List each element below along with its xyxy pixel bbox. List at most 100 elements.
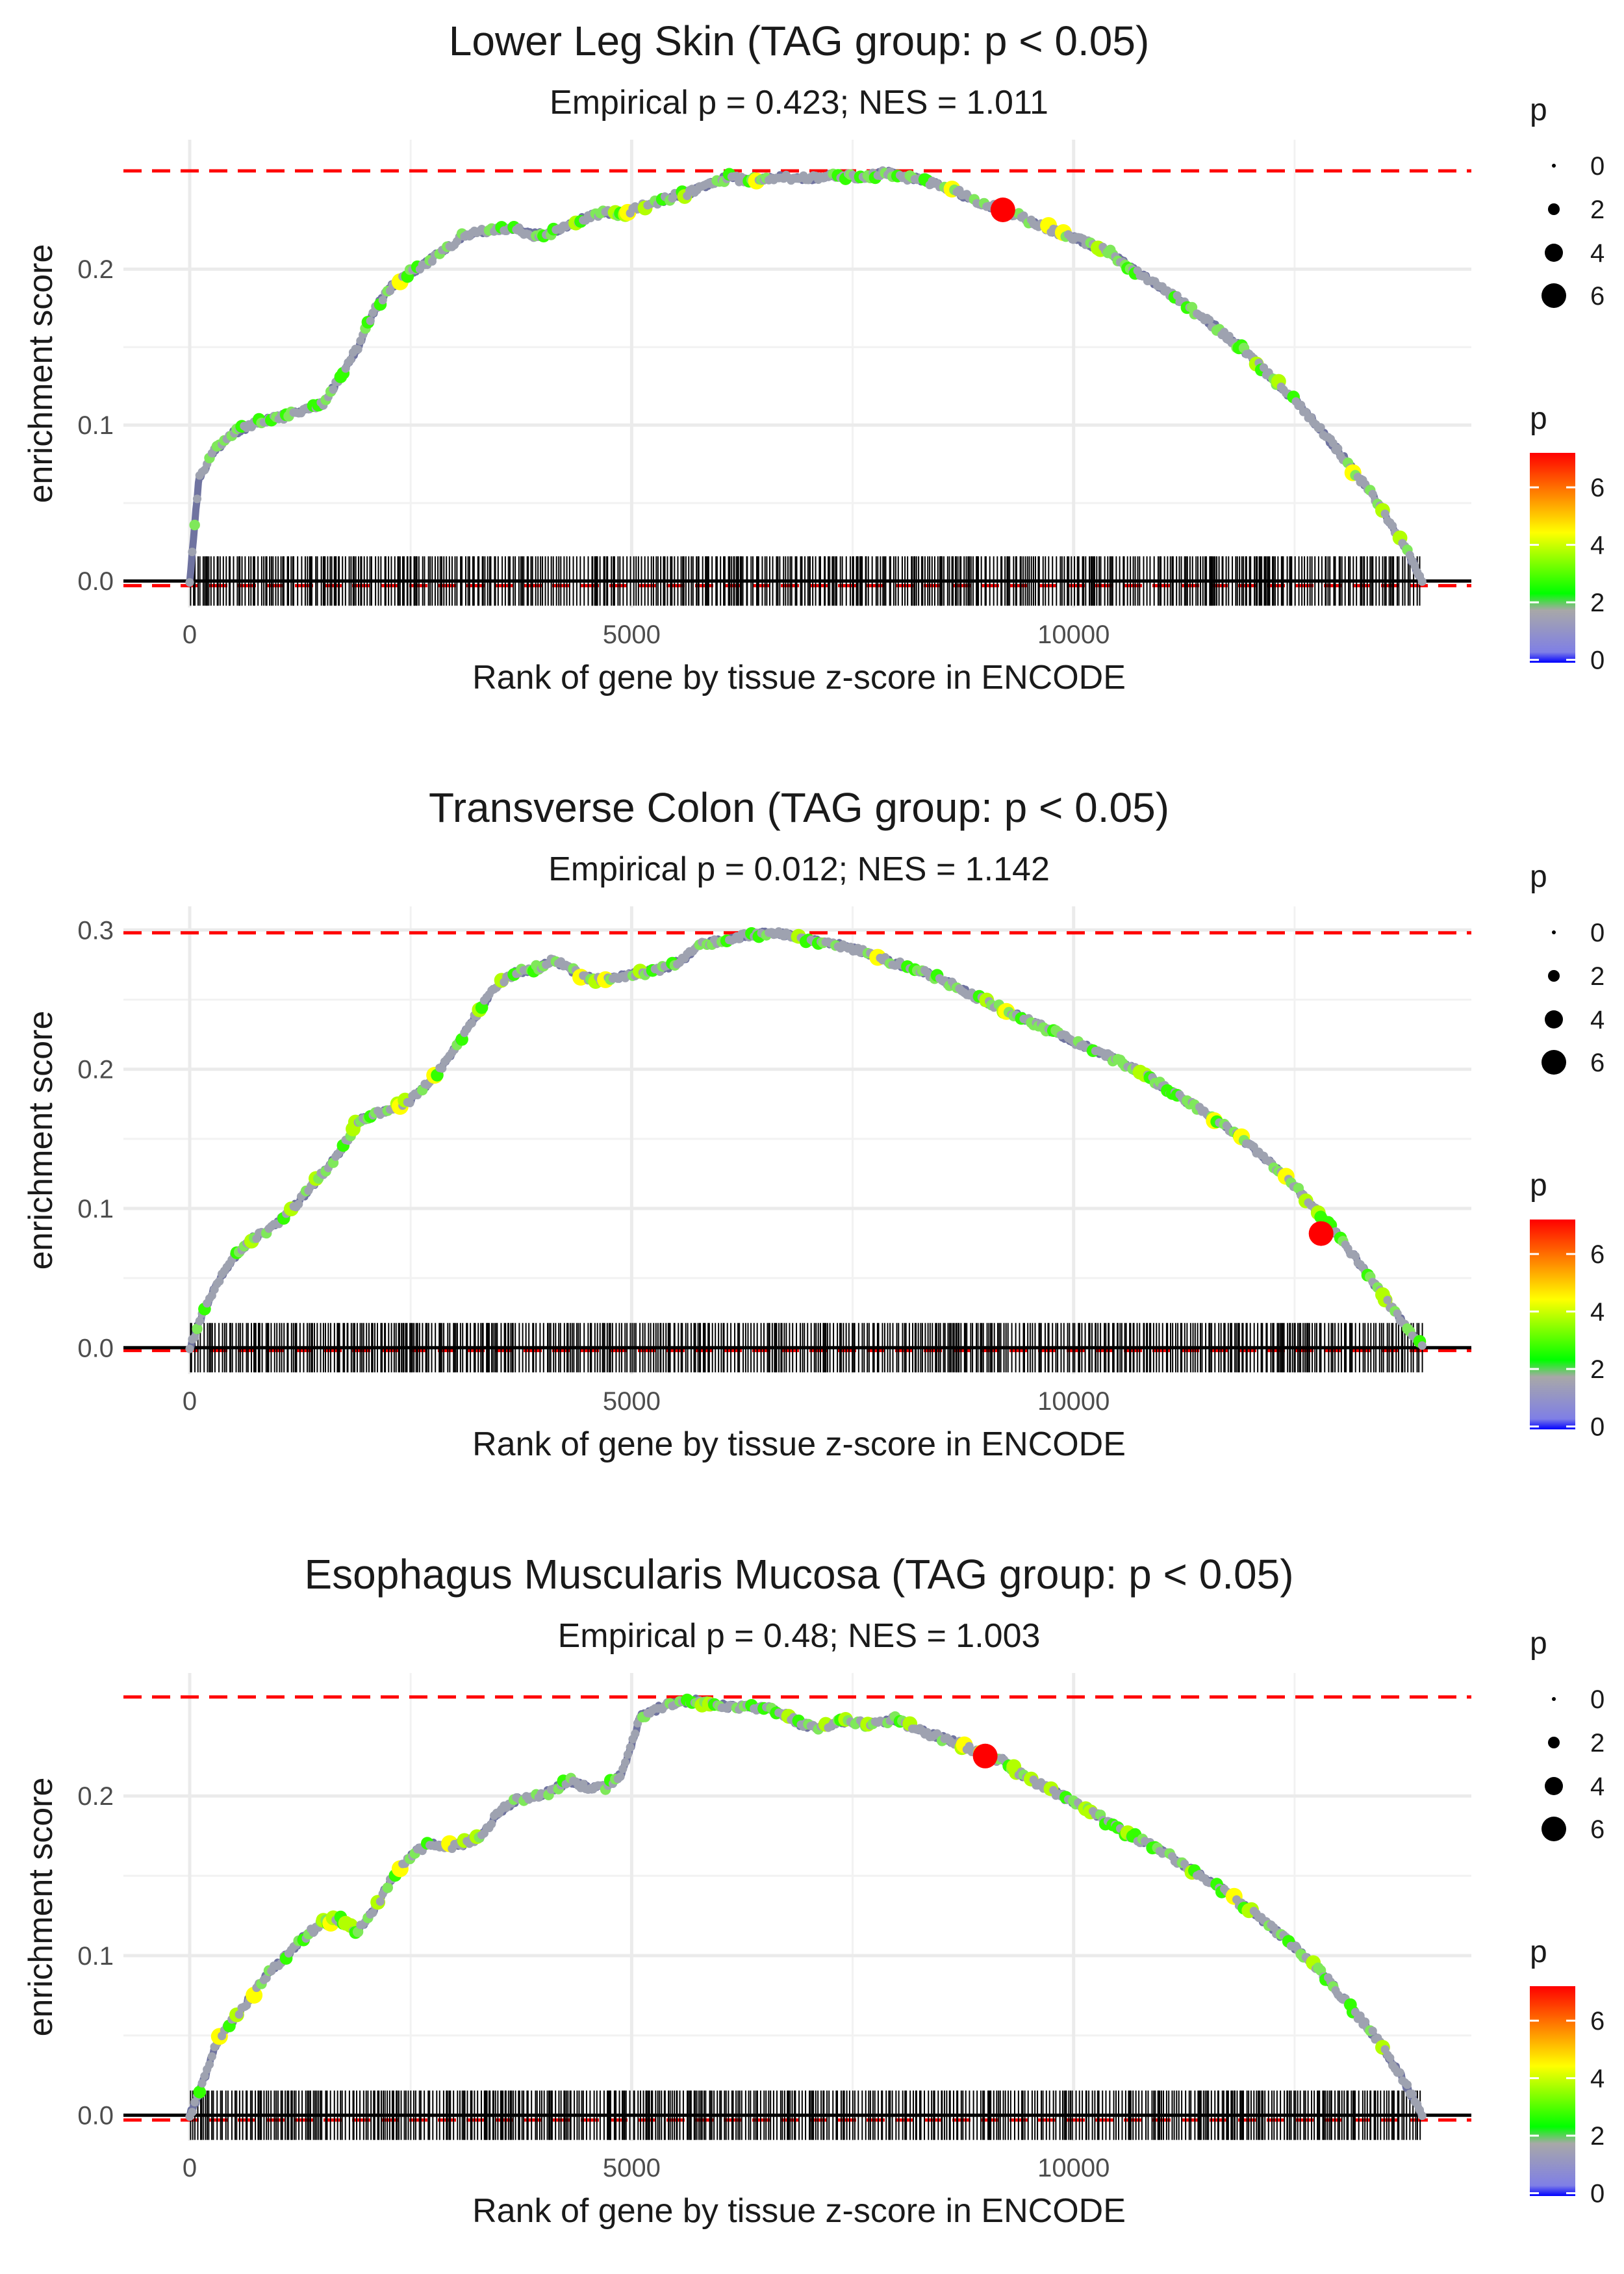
size-legend-dot (1552, 1697, 1556, 1701)
x-tick-label: 10000 (1037, 1387, 1110, 1416)
es-point (185, 578, 194, 587)
color-legend-title: p (1530, 1935, 1547, 1969)
size-legend-dot (1545, 244, 1563, 262)
es-point (1351, 1251, 1360, 1260)
x-tick-label: 0 (183, 620, 197, 649)
color-legend-label: 4 (1590, 2065, 1605, 2093)
y-tick-label: 0.2 (77, 1056, 114, 1084)
color-legend-label: 0 (1590, 646, 1605, 675)
chart-subtitle: Empirical p = 0.423; NES = 1.011 (550, 84, 1048, 121)
es-point (207, 2052, 216, 2061)
y-tick-label: 0.0 (77, 567, 114, 596)
es-point (405, 1099, 414, 1108)
es-point (1408, 2089, 1417, 2099)
chart-title: Lower Leg Skin (TAG group: p < 0.05) (449, 18, 1150, 64)
size-legend-dot (1542, 1817, 1566, 1841)
size-legend-dot (1548, 970, 1560, 982)
size-legend-title: p (1530, 1626, 1547, 1661)
highlight-point (972, 1743, 998, 1769)
es-point (1388, 521, 1397, 530)
size-legend-label: 2 (1590, 962, 1605, 991)
y-axis-label: enrichment score (22, 1778, 60, 2037)
y-tick-label: 0.0 (77, 2102, 114, 2130)
size-legend-label: 0 (1590, 152, 1605, 181)
es-point (1368, 489, 1377, 499)
es-point (631, 1729, 640, 1739)
es-point (378, 296, 387, 305)
es-point (621, 1757, 630, 1767)
es-point (1293, 1182, 1304, 1194)
es-point (1334, 444, 1343, 453)
es-curve-line (186, 166, 1426, 583)
size-legend-dot (1552, 164, 1556, 168)
es-point (188, 547, 197, 557)
es-point (294, 1199, 303, 1208)
es-point (487, 1819, 496, 1828)
es-point (1361, 2017, 1370, 2026)
x-tick-label: 5000 (603, 620, 661, 649)
color-legend-label: 2 (1590, 1355, 1605, 1384)
es-point (623, 1750, 633, 1759)
color-legend-title: p (1530, 402, 1547, 436)
chart-title: Transverse Colon (TAG group: p < 0.05) (429, 784, 1169, 831)
color-legend-label: 6 (1590, 474, 1605, 502)
es-point (1205, 315, 1214, 324)
size-legend-label: 4 (1590, 239, 1605, 268)
es-point (382, 1882, 393, 1893)
color-legend-label: 4 (1590, 1298, 1605, 1327)
size-legend-label: 6 (1590, 1815, 1605, 1844)
es-point (1417, 2111, 1427, 2120)
size-legend-label: 6 (1590, 282, 1605, 311)
es-point (375, 1897, 385, 1906)
chart-panel-2: Transverse Colon (TAG group: p < 0.05) Em… (22, 784, 1605, 1463)
chart-title: Esophagus Muscularis Mucosa (TAG group: … (304, 1551, 1293, 1598)
x-tick-label: 0 (183, 1387, 197, 1416)
x-axis-label: Rank of gene by tissue z-score in ENCODE (472, 2192, 1126, 2230)
color-legend-label: 0 (1590, 2180, 1605, 2208)
size-legend-title: p (1530, 860, 1547, 894)
es-point (235, 2010, 244, 2019)
highlight-point (1308, 1221, 1334, 1246)
es-point (1356, 2011, 1365, 2021)
chart-panel-3: Esophagus Muscularis Mucosa (TAG group: … (22, 1551, 1605, 2230)
es-point (192, 1323, 203, 1335)
y-axis-label: enrichment score (22, 244, 60, 504)
y-tick-label: 0.2 (77, 255, 114, 284)
y-tick-label: 0.1 (77, 1195, 114, 1223)
es-point (1316, 423, 1325, 432)
es-point (197, 2078, 207, 2088)
y-tick-label: 0.2 (77, 1782, 114, 1811)
color-legend-title: p (1530, 1168, 1547, 1203)
x-tick-label: 5000 (603, 2154, 661, 2182)
es-point (200, 2071, 209, 2080)
x-tick-label: 5000 (603, 1387, 661, 1416)
legend-group: p 0 2 4 6 p 0 2 4 6 (1530, 860, 1605, 1442)
size-legend-label: 2 (1590, 196, 1605, 224)
size-legend-title: p (1530, 93, 1547, 127)
y-tick-label: 0.3 (77, 916, 114, 945)
es-point (346, 355, 355, 364)
highlight-point (990, 198, 1015, 222)
es-point (467, 1019, 477, 1028)
es-point (188, 2108, 197, 2117)
es-point (205, 2060, 214, 2069)
size-legend-label: 2 (1590, 1729, 1605, 1757)
colorbar (1530, 1220, 1575, 1429)
size-legend-label: 4 (1590, 1006, 1605, 1034)
legend-group: p 0 2 4 6 p 0 2 4 6 (1530, 93, 1605, 675)
es-point (195, 1316, 204, 1325)
es-curve (185, 1693, 1427, 2121)
size-legend-label: 0 (1590, 919, 1605, 947)
y-tick-label: 0.1 (77, 411, 114, 440)
chart-subtitle: Empirical p = 0.012; NES = 1.142 (548, 850, 1050, 888)
color-legend-label: 2 (1590, 589, 1605, 617)
size-legend-dot (1545, 1777, 1563, 1795)
es-point (1368, 2026, 1377, 2036)
size-legend-label: 0 (1590, 1685, 1605, 1714)
es-point (353, 345, 362, 354)
es-point (262, 1974, 271, 1983)
es-point (352, 1926, 364, 1937)
size-legend-dot (1542, 283, 1566, 308)
color-legend-label: 4 (1590, 531, 1605, 560)
